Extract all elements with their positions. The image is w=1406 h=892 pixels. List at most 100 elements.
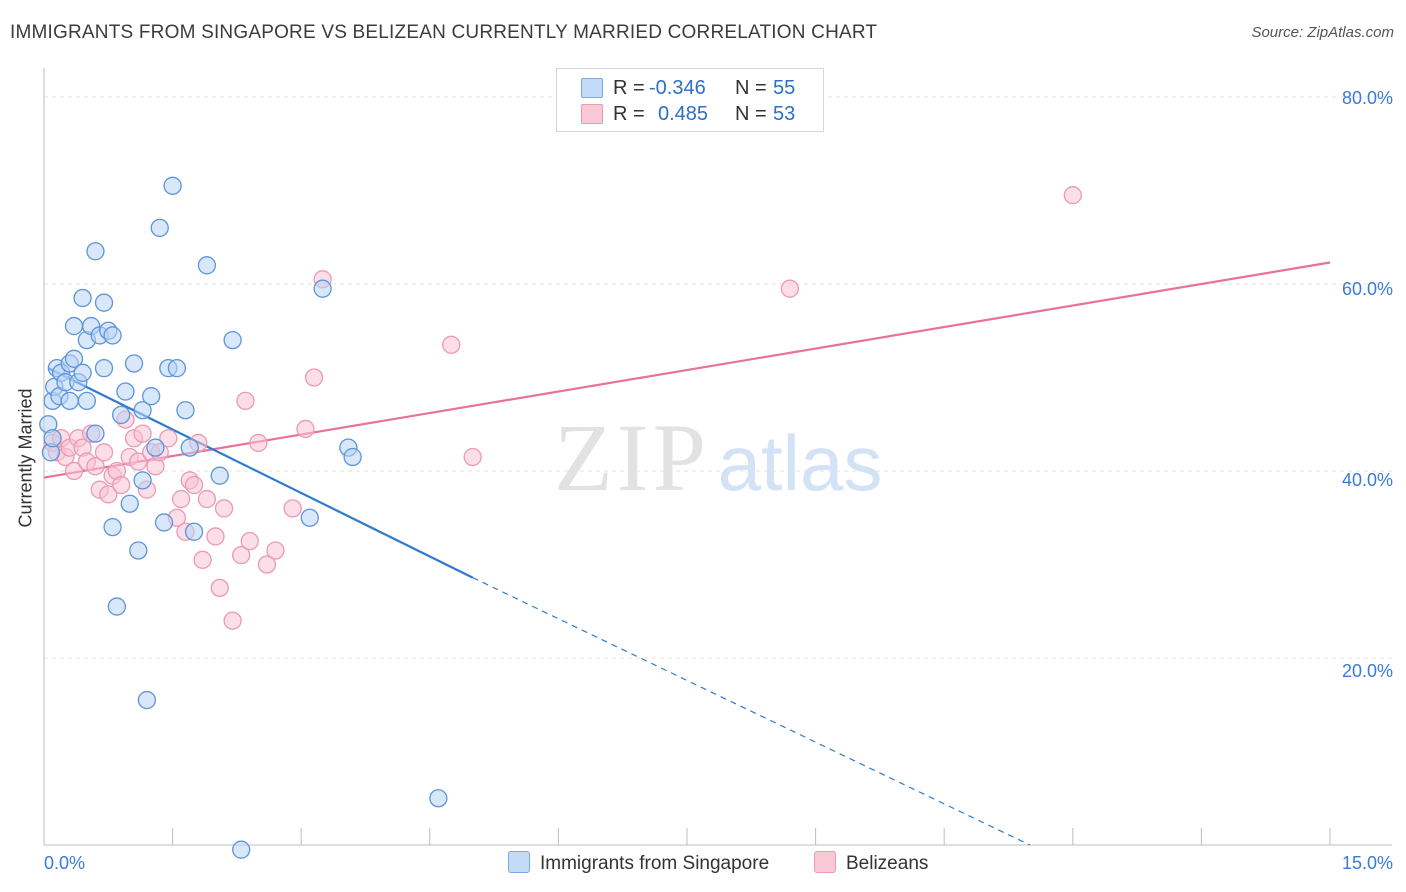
watermark-zip: ZIP	[554, 404, 710, 511]
singapore-point	[146, 438, 165, 457]
belizeans-point	[86, 457, 105, 476]
belizeans-point	[283, 499, 302, 518]
singapore-point	[73, 363, 92, 382]
singapore-point	[60, 391, 79, 411]
belizeans-point	[257, 555, 277, 574]
legend-r-value: -0.346	[649, 77, 706, 99]
belizeans-point	[304, 368, 324, 387]
belizeans-point	[129, 452, 148, 471]
singapore-point	[163, 176, 182, 195]
singapore-point	[313, 279, 332, 298]
singapore-point	[107, 597, 127, 616]
singapore-point	[103, 517, 122, 537]
legend-row-singapore: R = -0.346 N = 55	[557, 75, 823, 101]
singapore-point	[103, 326, 122, 345]
belizeans-point	[210, 578, 229, 598]
legend-r-label: R =	[613, 103, 645, 125]
y-tick-label: 20.0%	[1342, 661, 1393, 681]
belizeans-point	[780, 279, 800, 298]
singapore-trend-extension	[472, 577, 1031, 846]
bottom-legend-label: Immigrants from Singapore	[540, 853, 770, 874]
singapore-point	[210, 466, 229, 485]
chart-title: IMMIGRANTS FROM SINGAPORE VS BELIZEAN CU…	[10, 22, 878, 43]
singapore-point	[232, 840, 251, 859]
legend-n-value: 53	[773, 103, 796, 125]
belizeans-point	[214, 499, 234, 518]
belizeans-point	[94, 443, 114, 462]
singapore-point	[197, 256, 217, 275]
belizeans-point	[197, 489, 217, 509]
singapore-point	[129, 541, 148, 560]
singapore-point	[180, 438, 199, 457]
x-tick-label: 0.0%	[44, 853, 85, 873]
source-label: Source: ZipAtlas.com	[1251, 24, 1394, 41]
singapore-point	[223, 330, 242, 350]
singapore-point	[116, 382, 135, 401]
singapore-point	[94, 358, 114, 378]
y-tick-label: 60.0%	[1342, 279, 1393, 299]
legend-r-value: 0.485	[658, 103, 709, 125]
belizeans-point	[223, 611, 242, 630]
singapore-point	[94, 293, 114, 312]
belizeans-point	[193, 550, 212, 569]
singapore-point	[73, 288, 92, 308]
singapore-point	[176, 401, 195, 420]
belizeans-point	[64, 461, 84, 481]
singapore-point	[120, 494, 139, 513]
belizeans-point	[206, 527, 225, 546]
singapore-point	[343, 447, 362, 467]
belizeans-point	[442, 335, 461, 354]
belizeans-point	[249, 433, 268, 453]
singapore-point	[142, 387, 161, 406]
singapore-point	[86, 242, 105, 261]
legend-r-label: R =	[613, 77, 645, 99]
singapore-point	[133, 471, 152, 490]
singapore-point	[150, 218, 169, 238]
legend-row-belizeans: R = 0.485 N = 53	[557, 101, 823, 127]
singapore-point	[112, 405, 131, 425]
y-tick-labels: 80.0% 60.0% 40.0% 20.0%	[1342, 88, 1393, 681]
bottom-legend-label: Belizeans	[846, 853, 929, 874]
belizeans-point	[172, 489, 191, 509]
singapore-point	[77, 391, 97, 411]
singapore-point	[64, 316, 84, 336]
belizeans-point	[266, 541, 285, 560]
belizeans-point	[112, 475, 131, 495]
singapore-point	[429, 789, 448, 808]
singapore-point	[86, 424, 105, 443]
x-tick-label: 15.0%	[1342, 853, 1393, 873]
singapore-point	[184, 522, 204, 541]
bottom-legend-singapore: Immigrants from Singapore	[508, 851, 769, 875]
singapore-points	[39, 176, 448, 859]
legend-n-label: N =	[735, 77, 767, 99]
belizeans-point	[236, 391, 255, 411]
legend-n-value: 55	[773, 77, 796, 99]
singapore-point	[300, 508, 319, 527]
belizeans-point	[296, 419, 315, 439]
belizeans-point	[184, 475, 204, 495]
legend-swatch-pink	[581, 104, 603, 124]
legend: R = -0.346 N = 55 R = 0.485 N = 53	[556, 68, 824, 132]
bottom-legend-belizeans: Belizeans	[814, 851, 928, 875]
singapore-point	[167, 358, 187, 378]
singapore-trend-line	[47, 367, 474, 579]
singapore-point	[64, 349, 84, 368]
belizeans-point	[1063, 186, 1082, 205]
singapore-point	[154, 513, 174, 532]
legend-n-label: N =	[735, 103, 767, 125]
singapore-point	[137, 690, 157, 710]
bottom-legend-swatch-blue	[508, 851, 530, 873]
watermark: ZIP atlas	[554, 404, 882, 511]
belizeans-point	[240, 531, 259, 551]
belizeans-points	[43, 186, 1082, 630]
watermark-atlas: atlas	[718, 419, 883, 507]
belizeans-point	[232, 546, 251, 565]
belizeans-point	[133, 424, 152, 443]
belizeans-point	[463, 447, 482, 467]
y-tick-label: 40.0%	[1342, 470, 1393, 490]
y-tick-label: 80.0%	[1342, 88, 1393, 108]
x-tick-labels: 0.0% 15.0%	[44, 853, 1393, 873]
bottom-legend-swatch-pink	[814, 851, 836, 873]
singapore-point	[124, 354, 144, 373]
